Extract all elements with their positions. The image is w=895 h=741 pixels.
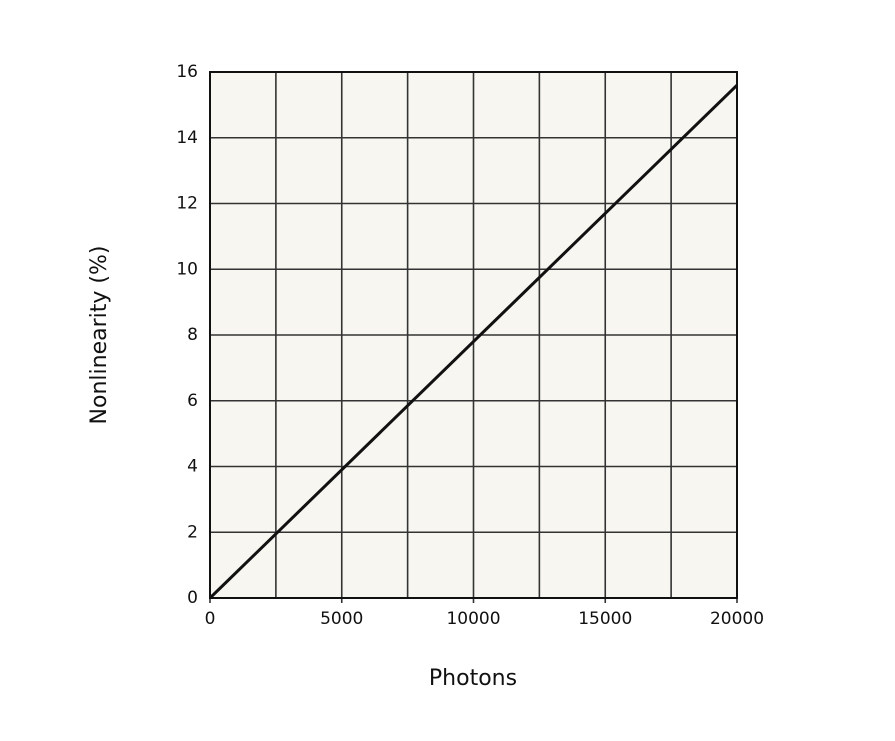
y-tick-label: 10 bbox=[176, 259, 198, 279]
y-tick-label: 16 bbox=[176, 62, 198, 82]
y-tick-label: 14 bbox=[176, 128, 198, 148]
y-tick-label: 4 bbox=[187, 457, 198, 477]
y-tick-label: 6 bbox=[187, 391, 198, 411]
x-tick-label: 0 bbox=[205, 609, 216, 629]
x-axis-title: Photons bbox=[429, 666, 517, 691]
plot-frame bbox=[209, 71, 738, 599]
y-tick-label: 2 bbox=[187, 522, 198, 542]
data-line bbox=[208, 84, 739, 600]
x-tick-label: 10000 bbox=[446, 609, 500, 629]
y-tick-label: 0 bbox=[187, 588, 198, 608]
x-tick-label: 5000 bbox=[320, 609, 363, 629]
y-tick-label: 12 bbox=[176, 194, 198, 214]
y-axis-title: Nonlinearity (%) bbox=[87, 246, 112, 425]
x-tick-label: 15000 bbox=[578, 609, 632, 629]
x-tick-label: 20000 bbox=[710, 609, 764, 629]
y-tick-label: 8 bbox=[187, 325, 198, 345]
